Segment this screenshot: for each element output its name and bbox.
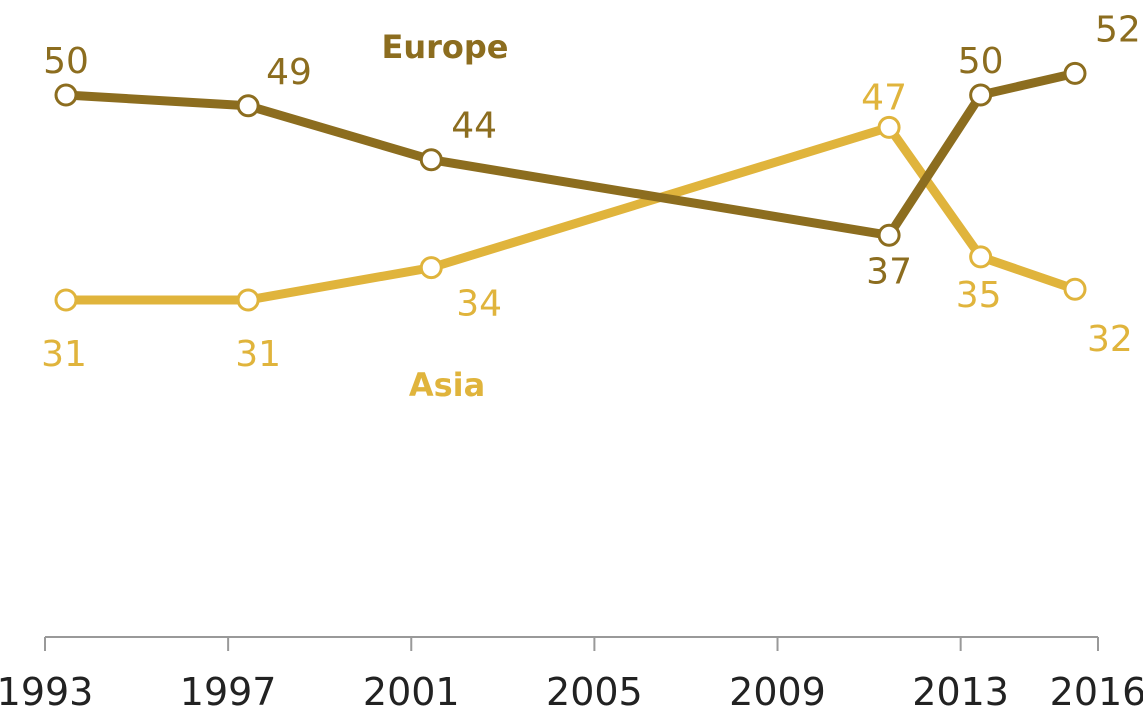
x-tick-label: 2016: [1050, 670, 1143, 713]
x-tick-label: 1997: [180, 670, 277, 713]
series-name-asia: Asia: [409, 366, 485, 404]
x-tick-label: 2009: [729, 670, 826, 713]
data-label-asia: 31: [41, 334, 87, 375]
data-label-europe: 50: [958, 41, 1004, 82]
data-point-asia: [1063, 277, 1087, 301]
x-tick-label: 2013: [912, 670, 1009, 713]
data-point-europe: [54, 83, 78, 107]
data-point-europe: [236, 94, 260, 118]
data-point-europe: [419, 148, 443, 172]
data-label-asia: 35: [956, 275, 1002, 316]
series-name-europe: Europe: [381, 28, 508, 66]
data-point-europe: [969, 83, 993, 107]
data-point-asia: [419, 256, 443, 280]
data-point-asia: [54, 288, 78, 312]
data-label-europe: 50: [43, 41, 89, 82]
data-label-europe: 49: [266, 52, 312, 93]
data-label-europe: 52: [1095, 9, 1141, 50]
series-line-europe: [65, 69, 1077, 240]
x-tick-label: 1993: [0, 670, 93, 713]
data-label-asia: 32: [1087, 319, 1133, 360]
series-line-asia: [66, 122, 1077, 305]
data-label-europe: 44: [451, 106, 497, 147]
data-point-asia: [969, 245, 993, 269]
x-tick-label: 2001: [363, 670, 460, 713]
data-point-europe: [877, 223, 901, 247]
data-point-asia: [236, 288, 260, 312]
data-label-asia: 31: [235, 334, 281, 375]
data-point-asia: [877, 115, 901, 139]
data-label-asia: 34: [456, 284, 502, 325]
data-point-europe: [1063, 61, 1087, 85]
data-label-asia: 47: [861, 77, 907, 118]
x-tick-label: 2005: [546, 670, 643, 713]
data-label-europe: 37: [866, 251, 912, 292]
